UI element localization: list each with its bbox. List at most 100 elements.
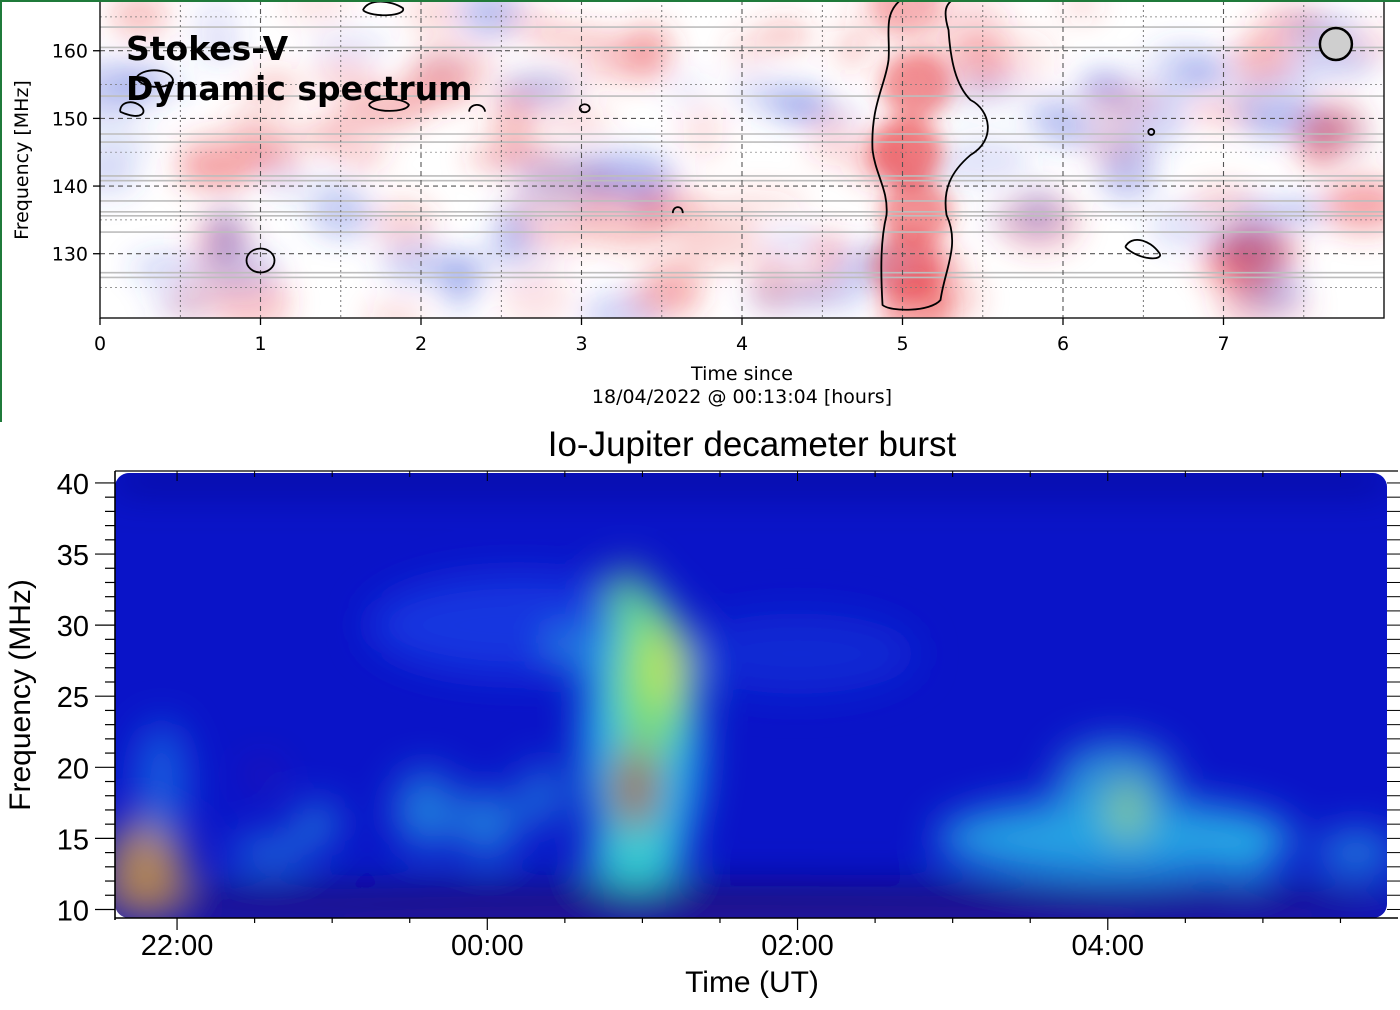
texture-blob	[1231, 34, 1292, 86]
y-tick-label: 40	[57, 469, 89, 501]
texture-blob	[678, 210, 762, 268]
x-tick-label: 04:00	[1071, 930, 1144, 962]
x-tick-label: 02:00	[761, 930, 834, 962]
texture-blob	[283, 0, 354, 26]
contour-line	[245, 247, 276, 274]
texture-blob	[490, 91, 537, 152]
texture-blob	[1329, 184, 1384, 223]
y-tick-label: 130	[52, 244, 88, 266]
io-jupiter-axes	[114, 470, 1398, 920]
secondary-burst	[935, 798, 1296, 879]
texture-blob	[169, 284, 209, 318]
y-tick-label: 15	[57, 824, 89, 856]
x-tick-label: 22:00	[141, 930, 214, 962]
main-burst-peak	[610, 748, 659, 829]
texture-blob	[310, 61, 378, 88]
texture-blob	[364, 304, 428, 318]
contour-line	[468, 103, 487, 112]
io-jupiter-x-axis-label: Time (UT)	[685, 966, 819, 999]
io-jupiter-emission	[115, 473, 1387, 918]
main-burst-satellite	[550, 628, 579, 665]
texture-blob	[1143, 41, 1218, 98]
texture-blob	[336, 138, 387, 170]
texture-blob	[537, 158, 613, 222]
y-tick-label: 30	[57, 611, 89, 643]
y-tick-label: 35	[57, 540, 89, 572]
texture-blob	[1283, 43, 1379, 80]
contour-line	[871, 0, 989, 311]
texture-blob	[664, 72, 709, 107]
texture-blob	[808, 277, 868, 311]
texture-blob	[201, 245, 280, 294]
io-jupiter-title: Io-Jupiter decameter burst	[548, 425, 957, 464]
x-tick-label: 0	[94, 333, 106, 355]
contour-line	[671, 206, 684, 214]
texture-blob	[1213, 226, 1301, 275]
stokes-v-panel: 0 1 2 3 4 5 6 7 130 140 150 160 Stokes-V Dynamic s…	[11, 0, 1385, 408]
texture-blob	[682, 104, 724, 158]
minor-emission-patch	[523, 763, 560, 828]
x-tick-label: 4	[736, 333, 748, 355]
io-jupiter-panel: Io-Jupiter decameter burst 22:00 00:00 02:…	[4, 425, 1400, 999]
minor-emission-patch	[294, 804, 339, 845]
texture-blob	[551, 111, 613, 135]
main-emission-blob	[880, 273, 953, 318]
stokes-v-annotation-line-1: Stokes-V	[126, 29, 289, 68]
texture-blob	[628, 275, 702, 318]
contour-line	[1124, 238, 1161, 260]
contour-line	[578, 103, 591, 114]
left-frame-edge	[0, 0, 2, 422]
texture-blob	[248, 67, 301, 109]
main-emission-blob	[880, 179, 953, 248]
faint-emission	[677, 613, 918, 694]
left-edge-enhancement	[135, 721, 188, 842]
texture-blob	[808, 108, 852, 166]
io-jupiter-x-ticks: 22:00 00:00 02:00 04:00	[141, 471, 1342, 962]
y-tick-label: 20	[57, 753, 89, 785]
faint-emission	[368, 575, 669, 676]
io-jupiter-y-axis-label: Frequency (MHz)	[4, 579, 37, 811]
texture-blob	[533, 27, 614, 49]
texture-blob	[1098, 140, 1156, 201]
texture-blob	[130, 253, 208, 283]
contour-line	[368, 97, 410, 112]
io-jupiter-y-ticks: 10 15 20 25 30 35 40	[57, 469, 1400, 927]
x-tick-label: 00:00	[451, 930, 524, 962]
stokes-v-y-axis-label: Frequency [MHz]	[11, 80, 33, 240]
stokes-v-main-emission	[870, 0, 953, 318]
stokes-v-x-axis-label-line-1: Time since	[690, 363, 793, 385]
texture-blob	[1230, 70, 1316, 133]
stokes-v-grid	[100, 0, 1384, 318]
texture-blob	[176, 133, 269, 181]
left-edge-enhancement	[115, 816, 186, 917]
texture-blob	[309, 31, 392, 61]
texture-blob	[309, 190, 376, 239]
texture-blob	[109, 0, 169, 38]
texture-blob	[761, 231, 823, 255]
texture-blob	[192, 0, 241, 61]
stokes-v-y-ticks: 130 140 150 160	[52, 41, 100, 266]
main-burst-core	[602, 566, 651, 627]
texture-blob	[1322, 114, 1372, 156]
secondary-burst-core	[1111, 777, 1144, 842]
texture-blob	[634, 186, 709, 230]
x-tick-label: 5	[896, 333, 908, 355]
texture-blob	[956, 48, 1022, 70]
y-tick-label: 10	[57, 895, 89, 927]
stokes-v-x-ticks: 0 1 2 3 4 5 6 7	[94, 318, 1230, 355]
small-red-spot	[252, 766, 273, 783]
contour-line	[119, 101, 145, 117]
minor-emission-patch	[395, 769, 456, 850]
x-tick-label: 7	[1217, 333, 1229, 355]
minor-emission-patch	[1316, 830, 1387, 875]
texture-blob	[373, 196, 436, 251]
x-tick-label: 6	[1057, 333, 1069, 355]
x-tick-label: 1	[254, 333, 266, 355]
texture-blob	[1215, 266, 1273, 318]
minor-emission-patch	[230, 838, 311, 867]
y-tick-label: 140	[52, 176, 88, 198]
minor-emission-patch	[457, 789, 518, 860]
top-edge-band	[115, 473, 1387, 487]
y-tick-label: 150	[52, 108, 88, 130]
stokes-v-x-axis-label-line-2: 18/04/2022 @ 00:13:04 [hours]	[592, 386, 892, 408]
